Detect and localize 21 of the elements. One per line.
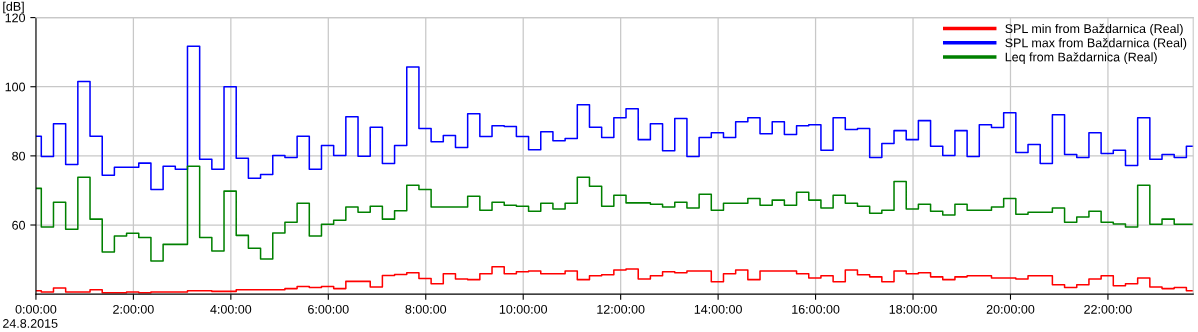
legend-label: SPL min from Baždarnica (Real) [1005, 23, 1183, 36]
legend-label: Leq from Baždarnica (Real) [1005, 52, 1157, 64]
y-axis-title: [dB] [3, 1, 24, 14]
y-tick-label: 100 [5, 82, 26, 92]
x-tick-label: 22:00:00 [1084, 304, 1132, 314]
x-tick-label: 0:00:00 [15, 304, 57, 314]
x-tick-label: 14:00:00 [694, 304, 742, 314]
y-tick-label: 80 [12, 151, 26, 161]
x-tick-label: 12:00:00 [597, 304, 645, 314]
y-tick-label: 60 [12, 220, 26, 230]
x-tick-label: 4:00:00 [210, 304, 252, 314]
x-tick-label: 18:00:00 [889, 304, 937, 314]
x-tick-label: 20:00:00 [986, 304, 1035, 314]
x-tick-label: 8:00:00 [405, 304, 447, 314]
legend-label: SPL max from Baždarnica (Real) [1005, 38, 1187, 50]
y-tick-label: 120 [5, 13, 26, 23]
x-tick-label: 16:00:00 [792, 304, 840, 314]
text: 24.8.2015 [3, 319, 58, 328]
x-tick-label: 2:00:00 [113, 304, 154, 314]
x-tick-label: 6:00:00 [308, 304, 349, 314]
x-tick-label: 10:00:00 [499, 304, 548, 314]
